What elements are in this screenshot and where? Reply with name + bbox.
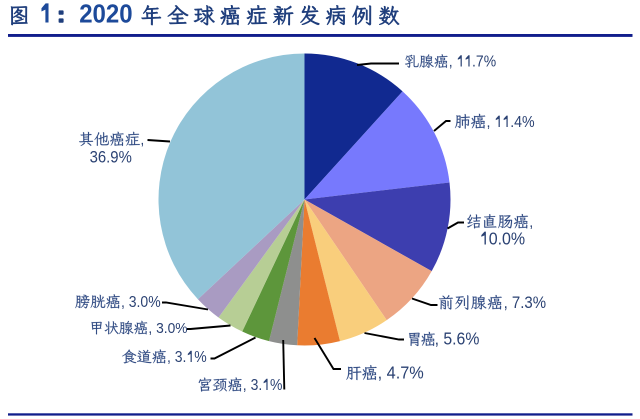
svg-text:.7%: .7% (472, 54, 496, 71)
svg-text:, 3.: , 3. (167, 349, 186, 366)
svg-text:0.0%: 0.0% (489, 229, 525, 249)
svg-text:, 5.6%: , 5.6% (435, 329, 480, 349)
svg-text:, 3.0%: , 3.0% (148, 320, 187, 337)
svg-text:%: % (270, 377, 282, 394)
svg-text:, 7.3%: , 7.3% (504, 294, 546, 312)
svg-text:, 4.7%: , 4.7% (378, 362, 424, 383)
svg-text:36.9%: 36.9% (90, 149, 132, 167)
svg-text:.4%: .4% (510, 113, 534, 131)
svg-text:,: , (140, 132, 144, 149)
svg-text:%: % (194, 349, 206, 366)
svg-text:2020: 2020 (79, 0, 132, 29)
svg-text:, 3.0%: , 3.0% (121, 294, 161, 311)
svg-text:, 3.: , 3. (243, 377, 262, 394)
svg-text:,: , (449, 54, 457, 71)
svg-text:,: , (529, 213, 533, 231)
svg-text:,: , (487, 113, 495, 131)
